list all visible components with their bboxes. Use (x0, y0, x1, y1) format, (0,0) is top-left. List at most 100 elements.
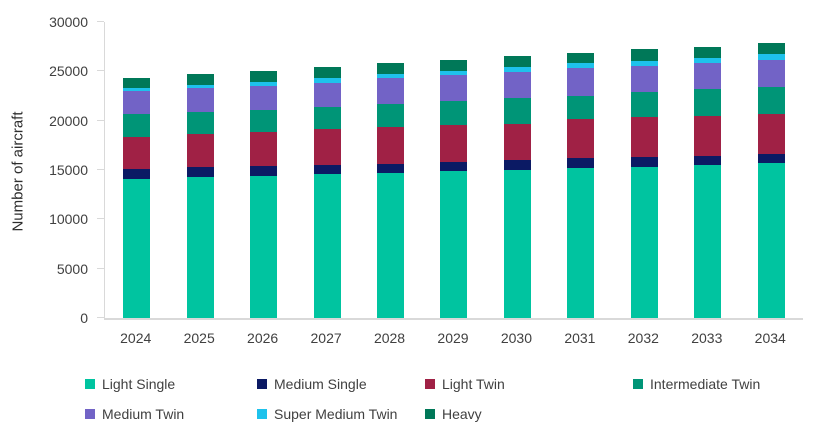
bar-column-2034 (740, 22, 803, 318)
x-axis-label: 2033 (691, 330, 723, 346)
segment-light-twin (694, 115, 722, 157)
segment-intermediate-twin (313, 107, 341, 130)
stacked-bar (567, 52, 595, 318)
segment-super-medium-twin (694, 58, 722, 64)
x-axis-label: 2029 (437, 330, 469, 346)
x-axis-label: 2026 (247, 330, 279, 346)
segment-heavy (377, 63, 405, 74)
segment-light-single (757, 163, 785, 318)
segment-heavy (250, 71, 278, 83)
y-tick-mark (97, 218, 104, 220)
stacked-bar (757, 43, 785, 318)
segment-medium-twin (186, 88, 214, 112)
x-axis-label: 2025 (183, 330, 215, 346)
segment-heavy (186, 74, 214, 85)
segment-medium-twin (250, 85, 278, 110)
x-axis-label: 2031 (564, 330, 596, 346)
stacked-bar (694, 46, 722, 318)
y-tick-label: 10000 (49, 211, 88, 228)
segment-light-twin (377, 126, 405, 164)
segment-medium-single (757, 154, 785, 164)
y-tick-mark (97, 317, 104, 318)
plot-area (97, 21, 803, 320)
segment-light-single (123, 178, 151, 318)
y-tick-mark (97, 119, 104, 121)
segment-medium-twin (567, 68, 595, 96)
legend-item-intermediate-twin: Intermediate Twin (633, 376, 815, 392)
segment-medium-single (250, 166, 278, 176)
segment-medium-twin (757, 59, 785, 88)
x-axis-label: 2034 (754, 330, 786, 346)
bar-column-2032 (613, 22, 676, 318)
segment-intermediate-twin (186, 111, 214, 134)
segment-light-twin (123, 136, 151, 170)
segment-medium-twin (630, 66, 658, 92)
segment-light-single (377, 172, 405, 318)
segment-medium-single (567, 158, 595, 169)
segment-light-single (567, 168, 595, 318)
segment-heavy (123, 77, 151, 88)
segment-intermediate-twin (377, 104, 405, 127)
segment-medium-twin (694, 63, 722, 90)
segment-medium-single (694, 156, 722, 165)
bar-column-2026 (232, 22, 295, 318)
segment-light-single (186, 177, 214, 318)
segment-super-medium-twin (503, 67, 531, 72)
segment-super-medium-twin (757, 54, 785, 60)
legend-item-medium-twin: Medium Twin (85, 406, 257, 422)
legend-swatch-icon (425, 379, 435, 389)
bar-column-2031 (549, 22, 612, 318)
y-tick-label: 5000 (56, 260, 88, 277)
segment-super-medium-twin (123, 87, 151, 92)
legend-item-medium-single: Medium Single (257, 376, 425, 392)
segment-light-single (313, 174, 341, 318)
bar-column-2030 (486, 22, 549, 318)
legend-label: Heavy (442, 406, 482, 422)
segment-intermediate-twin (250, 109, 278, 132)
segment-super-medium-twin (377, 73, 405, 78)
legend-item-super-medium-twin: Super Medium Twin (257, 406, 425, 422)
legend-label: Intermediate Twin (650, 376, 761, 392)
segment-medium-single (123, 169, 151, 179)
segment-medium-twin (440, 74, 468, 101)
y-tick-label: 25000 (49, 63, 88, 80)
segment-heavy (503, 55, 531, 68)
x-axis-label: 2024 (120, 330, 152, 346)
y-tick-mark (97, 70, 104, 72)
y-tick-mark (97, 169, 104, 170)
segment-intermediate-twin (503, 98, 531, 124)
segment-light-twin (567, 119, 595, 159)
segment-medium-single (440, 161, 468, 172)
stacked-bar (377, 63, 405, 318)
segment-intermediate-twin (567, 95, 595, 120)
bar-column-2027 (295, 22, 358, 318)
segment-light-twin (186, 133, 214, 168)
legend-label: Super Medium Twin (274, 406, 398, 422)
x-axis-label: 2027 (310, 330, 342, 346)
legend: Light Single Medium Single Light Twin Inter… (85, 369, 815, 429)
segment-light-single (250, 175, 278, 318)
legend-item-heavy: Heavy (425, 406, 633, 422)
segment-intermediate-twin (757, 87, 785, 114)
segment-heavy (757, 43, 785, 55)
x-axis-labels: 2024 2025 2026 2027 2028 2029 2030 2031 2032 2033… (104, 330, 802, 346)
segment-light-twin (250, 131, 278, 167)
y-tick-mark (97, 267, 104, 269)
segment-super-medium-twin (186, 84, 214, 89)
legend-swatch-icon (425, 409, 435, 419)
y-tick-label: 15000 (49, 162, 88, 178)
legend-swatch-icon (257, 379, 267, 389)
legend-label: Light Twin (442, 376, 505, 392)
legend-item-light-single: Light Single (85, 376, 257, 392)
segment-light-single (503, 169, 531, 318)
legend-label: Light Single (102, 376, 176, 392)
legend-swatch-icon (85, 409, 95, 419)
y-tick-label: 0 (80, 310, 88, 326)
stacked-bar (440, 59, 468, 318)
segment-intermediate-twin (694, 89, 722, 116)
legend-swatch-icon (633, 379, 643, 389)
segment-intermediate-twin (123, 114, 151, 137)
segment-heavy (440, 59, 468, 71)
legend-label: Medium Single (274, 376, 367, 392)
